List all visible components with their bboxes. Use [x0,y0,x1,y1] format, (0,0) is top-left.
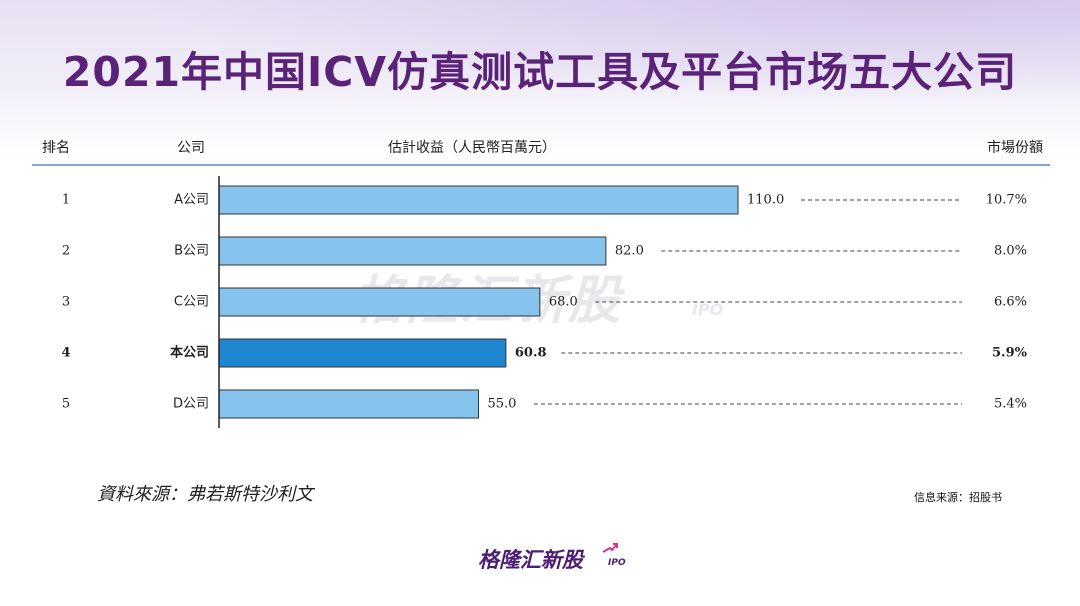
value-label: 110.0 [747,193,784,208]
revenue-bar [218,185,739,215]
share-label: 5.4% [994,397,1027,412]
company-label: B公司 [174,244,209,259]
revenue-bar [218,236,607,266]
page-title: 2021年中国ICV仿真测试工具及平台市场五大公司 [62,48,1018,96]
header-background [0,0,1080,120]
share-label: 5.9% [992,346,1028,361]
share-label: 6.6% [994,295,1027,310]
rank-label: 1 [62,193,70,208]
header-share: 市場份額 [987,140,1043,156]
value-label: 68.0 [549,295,578,310]
header-rank: 排名 [42,140,70,156]
company-label: C公司 [174,295,209,310]
revenue-bar [218,338,507,368]
revenue-bar [218,287,541,317]
rank-label: 5 [62,397,70,412]
source-note: 資料來源：弗若斯特沙利文 [97,484,313,505]
footer-logo-ipo: IPO [608,558,626,568]
share-label: 10.7% [986,193,1027,208]
company-label: A公司 [174,193,209,208]
rank-label: 4 [61,346,70,361]
header-revenue: 估計收益（人民幣百萬元） [388,140,556,156]
share-label: 8.0% [994,244,1027,259]
header-divider [32,164,1050,166]
info-note: 信息来源：招股书 [914,491,1002,504]
value-label: 55.0 [488,397,517,412]
revenue-bar [218,389,479,419]
rank-label: 3 [62,295,70,310]
watermark-ipo: IPO [692,300,724,319]
company-label: D公司 [173,397,209,412]
company-label: 本公司 [170,345,209,361]
logo-arrow-icon [602,543,618,553]
header-company: 公司 [177,140,205,156]
rank-label: 2 [62,244,70,259]
value-label: 82.0 [615,244,644,259]
value-label: 60.8 [515,346,547,361]
footer-logo: 格隆汇新股 [478,548,583,572]
